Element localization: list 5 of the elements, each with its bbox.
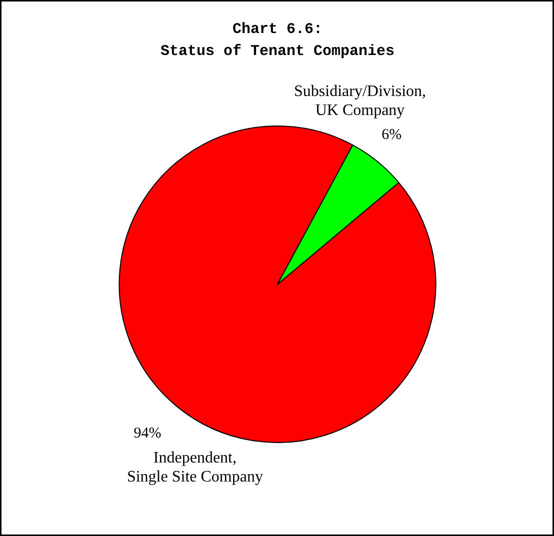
- data-label: 6%: [382, 127, 402, 144]
- data-label: 94%: [134, 425, 162, 442]
- slice-label: Subsidiary/Division, UK Company: [294, 83, 426, 119]
- slice-label: Independent, Single Site Company: [126, 450, 263, 486]
- chart-title: Chart 6.6: Status of Tenant Companies: [160, 20, 395, 60]
